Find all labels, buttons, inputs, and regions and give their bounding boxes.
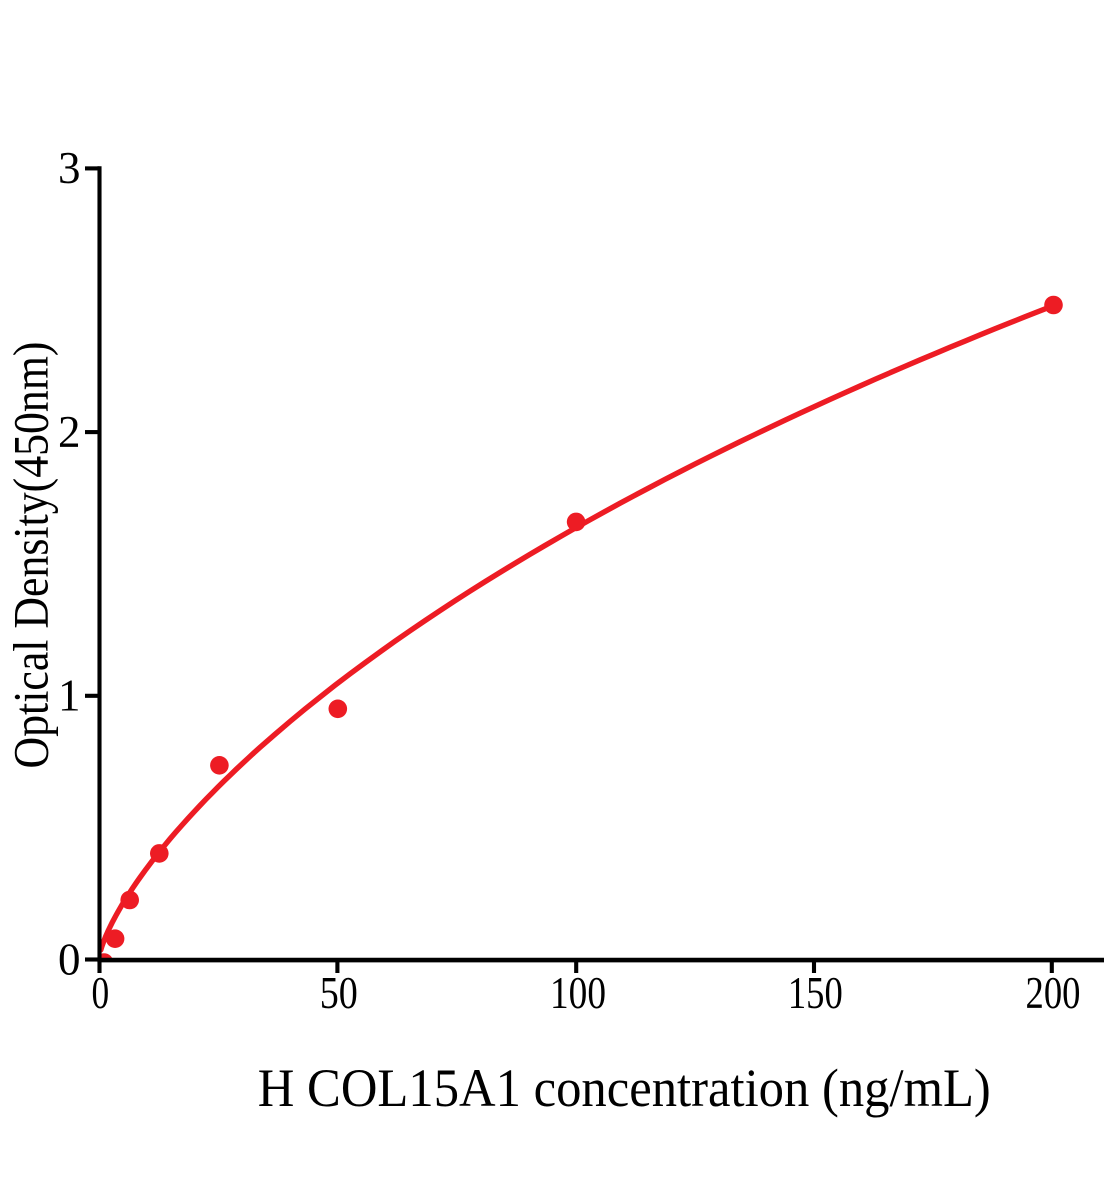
svg-text:150: 150 bbox=[788, 968, 843, 1018]
svg-text:50: 50 bbox=[320, 968, 358, 1018]
svg-text:200: 200 bbox=[1026, 968, 1081, 1018]
svg-text:1: 1 bbox=[58, 671, 81, 721]
svg-text:0: 0 bbox=[92, 968, 110, 1018]
svg-text:3: 3 bbox=[58, 143, 81, 193]
svg-text:Optical Density(450nm): Optical Density(450nm) bbox=[3, 342, 59, 769]
svg-text:100: 100 bbox=[550, 968, 606, 1018]
svg-text:2: 2 bbox=[58, 407, 81, 457]
svg-text:0: 0 bbox=[58, 934, 81, 984]
svg-text:H COL15A1 concentration (ng/mL: H COL15A1 concentration (ng/mL) bbox=[258, 1058, 991, 1118]
